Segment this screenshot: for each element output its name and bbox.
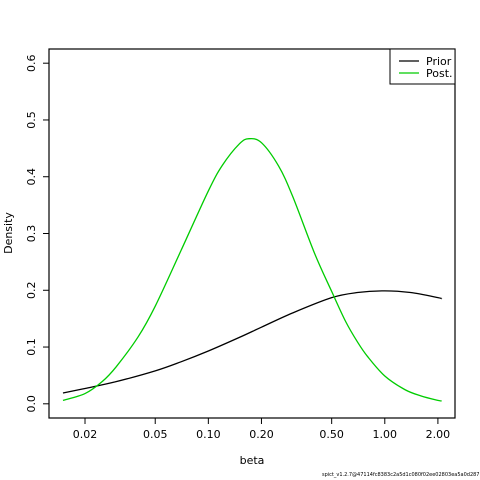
x-tick-label: 0.50 (319, 428, 344, 441)
y-axis-label: Density (2, 212, 15, 254)
y-tick-label: 0.3 (25, 225, 38, 243)
y-tick-label: 0.6 (25, 54, 38, 72)
series-line-post (62, 137, 442, 402)
legend-label-post: Post. (426, 67, 453, 80)
x-tick-label: 2.00 (426, 428, 451, 441)
x-tick-label: 1.00 (373, 428, 398, 441)
legend: Prior Post. (389, 48, 456, 85)
x-axis: 0.02 0.05 0.10 0.20 0.50 1.00 2.00 (73, 418, 450, 441)
series-layer (62, 137, 443, 402)
x-tick-label: 0.02 (73, 428, 98, 441)
y-tick-label: 0.0 (25, 395, 38, 413)
y-tick-label: 0.5 (25, 111, 38, 129)
legend-box (389, 48, 456, 85)
x-tick-label: 0.20 (249, 428, 274, 441)
plot-frame (48, 48, 456, 419)
x-axis-label: beta (240, 454, 265, 467)
y-tick-label: 0.4 (25, 168, 38, 186)
y-axis: 0.0 0.1 0.2 0.3 0.4 0.5 0.6 (25, 54, 49, 413)
y-tick-label: 0.1 (25, 338, 38, 356)
series-line-prior (62, 290, 443, 394)
y-tick-label: 0.2 (25, 282, 38, 300)
x-tick-label: 0.05 (143, 428, 168, 441)
legend-label-prior: Prior (426, 55, 452, 68)
x-tick-label: 0.10 (196, 428, 221, 441)
version-footnote: spict_v1.2.7@47114fc8383c2a5d1c080f02ee0… (322, 472, 480, 478)
